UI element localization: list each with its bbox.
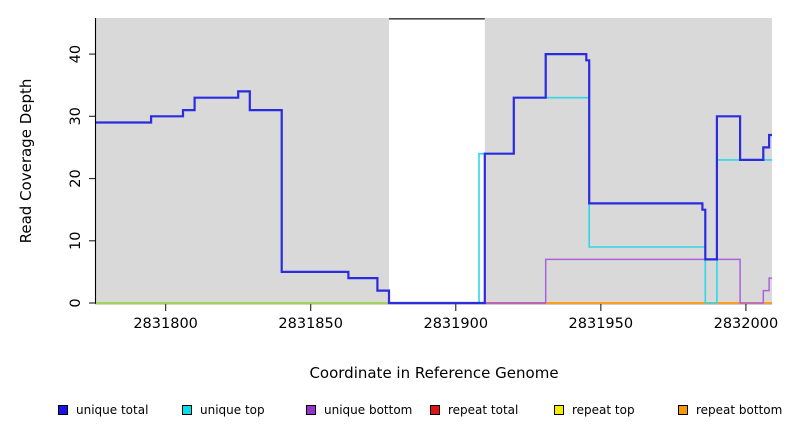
legend-label: repeat total [448,403,519,417]
y-tick-label: 10 [68,232,84,250]
legend-label: repeat bottom [696,403,783,417]
legend-label: unique total [76,403,149,417]
plot-background-layer [96,17,772,303]
series-line-unique-bottom [389,258,772,304]
series-line-unique-total [96,53,772,305]
legend-label: repeat top [572,403,635,417]
legend-item-repeat-top: repeat top [554,401,635,419]
y-axis-title: Read Coverage Depth [17,79,35,244]
x-tick-label: 2832000 [714,316,779,332]
legend-swatch-icon [306,405,316,415]
y-tick-label: 0 [68,298,84,307]
series-lines-layer [96,53,772,305]
legend: unique total unique top unique bottom repea… [0,401,792,423]
x-axis-title: Coordinate in Reference Genome [309,364,558,382]
legend-swatch-icon [678,405,688,415]
x-tick-label: 2831850 [278,316,343,332]
legend-swatch-icon [430,405,440,415]
legend-item-repeat-bottom: repeat bottom [678,401,782,419]
legend-swatch-icon [554,405,564,415]
legend-item-repeat-total: repeat total [430,401,518,419]
x-tick-label: 2831950 [569,316,634,332]
legend-item-unique-bottom: unique bottom [306,401,412,419]
legend-item-unique-top: unique top [182,401,265,419]
y-tick-label: 30 [68,107,84,125]
legend-label: unique top [200,403,265,417]
y-tick-label: 20 [68,169,84,187]
y-tick-label: 40 [68,45,84,63]
gap-band [389,18,485,303]
tick-label-layer: 2831800 2831850 2831900 2831950 2832000 0 10 20… [68,45,778,332]
x-tick-label: 2831800 [133,316,198,332]
legend-swatch-icon [182,405,192,415]
x-tick-label: 2831900 [423,316,488,332]
legend-swatch-icon [58,405,68,415]
legend-label: unique bottom [324,403,413,417]
legend-item-unique-total: unique total [58,401,148,419]
